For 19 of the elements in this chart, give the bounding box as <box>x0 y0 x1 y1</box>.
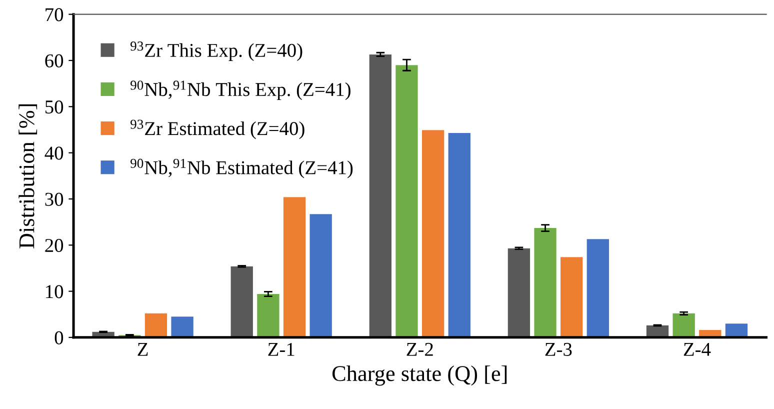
y-tick-label: 50 <box>45 100 64 114</box>
legend-label: $^{90}$Nb,$^{91}$Nb Estimated (Z=41) <box>130 158 353 178</box>
x-tick-label: Z <box>138 343 148 356</box>
y-tick-label: 60 <box>45 54 64 68</box>
x-tick-label: Z-3 <box>545 342 572 356</box>
x-tick-label: Z-4 <box>684 342 711 356</box>
legend-label: $^{93}$Zr This Exp. (Z=40) <box>130 42 302 61</box>
y-tick-label: 30 <box>45 192 64 206</box>
x-tick-label: Z-1 <box>268 342 294 356</box>
y-tick-label: 0 <box>54 331 64 344</box>
y-axis-title: Distribution [%] <box>18 104 38 248</box>
legend-label: $^{90}$Nb,$^{91}$Nb This Exp. (Z=41) <box>130 80 350 100</box>
y-tick-label: 70 <box>46 8 64 22</box>
y-tick-label: 20 <box>45 238 64 252</box>
y-tick-label: 40 <box>44 146 64 160</box>
x-axis-title: Charge state (Q) [e] <box>332 365 507 386</box>
x-tick-label: Z-2 <box>406 342 433 356</box>
y-tick-label: 10 <box>46 285 64 298</box>
legend-label: $^{93}$Zr Estimated (Z=40) <box>130 120 304 140</box>
